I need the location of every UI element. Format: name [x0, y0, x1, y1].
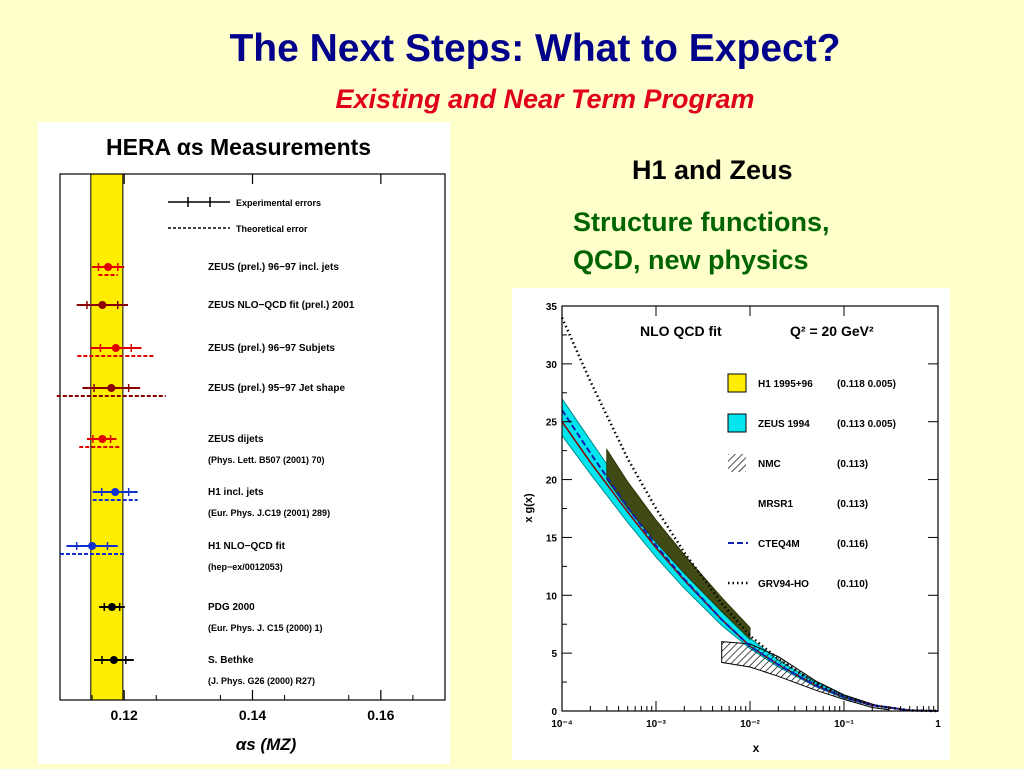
x-axis-label: αs (MZ)	[236, 735, 297, 754]
gluon-density-panel: 0 5 10 15 20 25 30 35 10⁻⁴ 10⁻³ 10⁻² 10⁻¹ 1 NLO QCD …	[512, 288, 950, 760]
x-tick-label: 0.12	[111, 707, 138, 723]
legend-value: (0.118 0.005)	[837, 379, 896, 390]
measurements	[56, 263, 166, 664]
slide-subtitle: Existing and Near Term Program	[335, 84, 755, 114]
legend: H1 1995+96 (0.118 0.005) ZEUS 1994 (0.113 0…	[727, 373, 896, 590]
measurement-labels: ZEUS (prel.) 96−97 incl. jets ZEUS NLO−QC…	[208, 262, 355, 686]
x-tick-label: 1	[935, 719, 941, 730]
y-tick-label: 5	[551, 649, 557, 660]
hera-alphas-chart: HERA αs Measurements 0.12 0.14 0.16 Experi…	[56, 134, 446, 754]
y-tick-label: 0	[551, 707, 557, 718]
x-axis-label: x	[753, 741, 760, 755]
measurement-label: ZEUS (prel.) 96−97 incl. jets	[208, 262, 339, 273]
measurement-point	[111, 488, 120, 496]
legend-theo-label: Theoretical error	[236, 224, 308, 234]
measurement-point	[88, 542, 97, 550]
plot-area	[560, 317, 939, 713]
world-average-band	[90, 173, 124, 701]
x-ticks: 0.12 0.14 0.16	[91, 174, 414, 723]
legend-nmc-swatch	[728, 454, 746, 472]
measurement-label: ZEUS (prel.) 95−97 Jet shape	[208, 383, 345, 394]
measurement-point	[107, 603, 116, 611]
y-tick-label: 15	[546, 533, 558, 544]
grv94-curve	[560, 317, 939, 713]
q2-annotation: Q² = 20 GeV²	[790, 323, 874, 339]
y-axis-label: x g(x)	[523, 493, 535, 523]
x-tick-label: 10⁻¹	[834, 719, 854, 730]
measurement-reference: (Eur. Phys. J.C19 (2001) 289)	[208, 508, 330, 518]
legend-label: H1 1995+96	[758, 379, 813, 390]
measurement-point	[98, 435, 107, 443]
physics-topics: Structure functions, QCD, new physics	[573, 203, 830, 279]
hera-alphas-panel: HERA αs Measurements 0.12 0.14 0.16 Experi…	[38, 122, 450, 764]
legend: Experimental errors Theoretical error	[168, 197, 321, 234]
measurement-label: ZEUS (prel.) 96−97 Subjets	[208, 343, 335, 354]
legend-value: (0.116)	[837, 539, 868, 550]
x-tick-label: 10⁻⁴	[551, 719, 572, 730]
topics-line-1: Structure functions,	[573, 207, 830, 237]
measurement-label: H1 incl. jets	[208, 487, 264, 498]
legend-label: NMC	[758, 459, 781, 470]
measurement-label: PDG 2000	[208, 602, 255, 613]
x-tick-label: 0.14	[239, 707, 266, 723]
y-tick-label: 35	[546, 302, 558, 313]
slide-title: The Next Steps: What to Expect?	[229, 27, 841, 70]
gluon-density-chart: 0 5 10 15 20 25 30 35 10⁻⁴ 10⁻³ 10⁻² 10⁻¹ 1 NLO QCD …	[523, 302, 941, 755]
legend-label: CTEQ4M	[758, 539, 800, 550]
legend-value: (0.113 0.005)	[837, 419, 896, 430]
measurement-label: ZEUS NLO−QCD fit (prel.) 2001	[208, 300, 355, 311]
heading-h1-zeus: H1 and Zeus	[632, 155, 793, 185]
x-tick-label: 10⁻³	[646, 719, 666, 730]
measurement-point	[109, 656, 118, 664]
legend-zeus-swatch	[727, 413, 747, 433]
axes-ticks: 0 5 10 15 20 25 30 35 10⁻⁴ 10⁻³ 10⁻² 10⁻¹ 1	[546, 302, 941, 730]
measurement-label: H1 NLO−QCD fit	[208, 541, 286, 552]
legend-value: (0.113)	[837, 459, 868, 470]
chart-title-text: HERA αs Measurements	[106, 134, 371, 160]
cteq4m-curve	[561, 409, 939, 712]
measurement-point	[98, 301, 107, 309]
legend-label: GRV94-HO	[758, 579, 809, 590]
measurement-reference: (hep−ex/0012053)	[208, 562, 283, 572]
y-tick-label: 25	[546, 418, 558, 429]
x-tick-label: 10⁻²	[740, 719, 760, 730]
y-tick-label: 10	[546, 591, 558, 602]
measurement-point	[111, 344, 120, 352]
legend-value: (0.113)	[837, 499, 868, 510]
legend-value: (0.110)	[837, 579, 868, 590]
measurement-label: ZEUS dijets	[208, 434, 264, 445]
legend-label: ZEUS 1994	[758, 419, 810, 430]
measurement-reference: (Eur. Phys. J. C15 (2000) 1)	[208, 623, 323, 633]
topics-line-2: QCD, new physics	[573, 245, 809, 275]
measurement-reference: (J. Phys. G26 (2000) R27)	[208, 676, 315, 686]
measurement-reference: (Phys. Lett. B507 (2001) 70)	[208, 455, 325, 465]
mrsr1-curve	[561, 421, 939, 712]
x-tick-label: 0.16	[367, 707, 394, 723]
y-tick-label: 20	[546, 476, 558, 487]
legend-label: MRSR1	[758, 499, 793, 510]
legend-h1-swatch	[727, 373, 747, 393]
legend-exp-label: Experimental errors	[236, 198, 321, 208]
fit-title: NLO QCD fit	[640, 323, 722, 339]
measurement-point	[104, 263, 113, 271]
y-tick-label: 30	[546, 360, 558, 371]
measurement-point	[107, 384, 116, 392]
nmc-band	[721, 641, 890, 711]
measurement-label: S. Bethke	[208, 655, 254, 666]
